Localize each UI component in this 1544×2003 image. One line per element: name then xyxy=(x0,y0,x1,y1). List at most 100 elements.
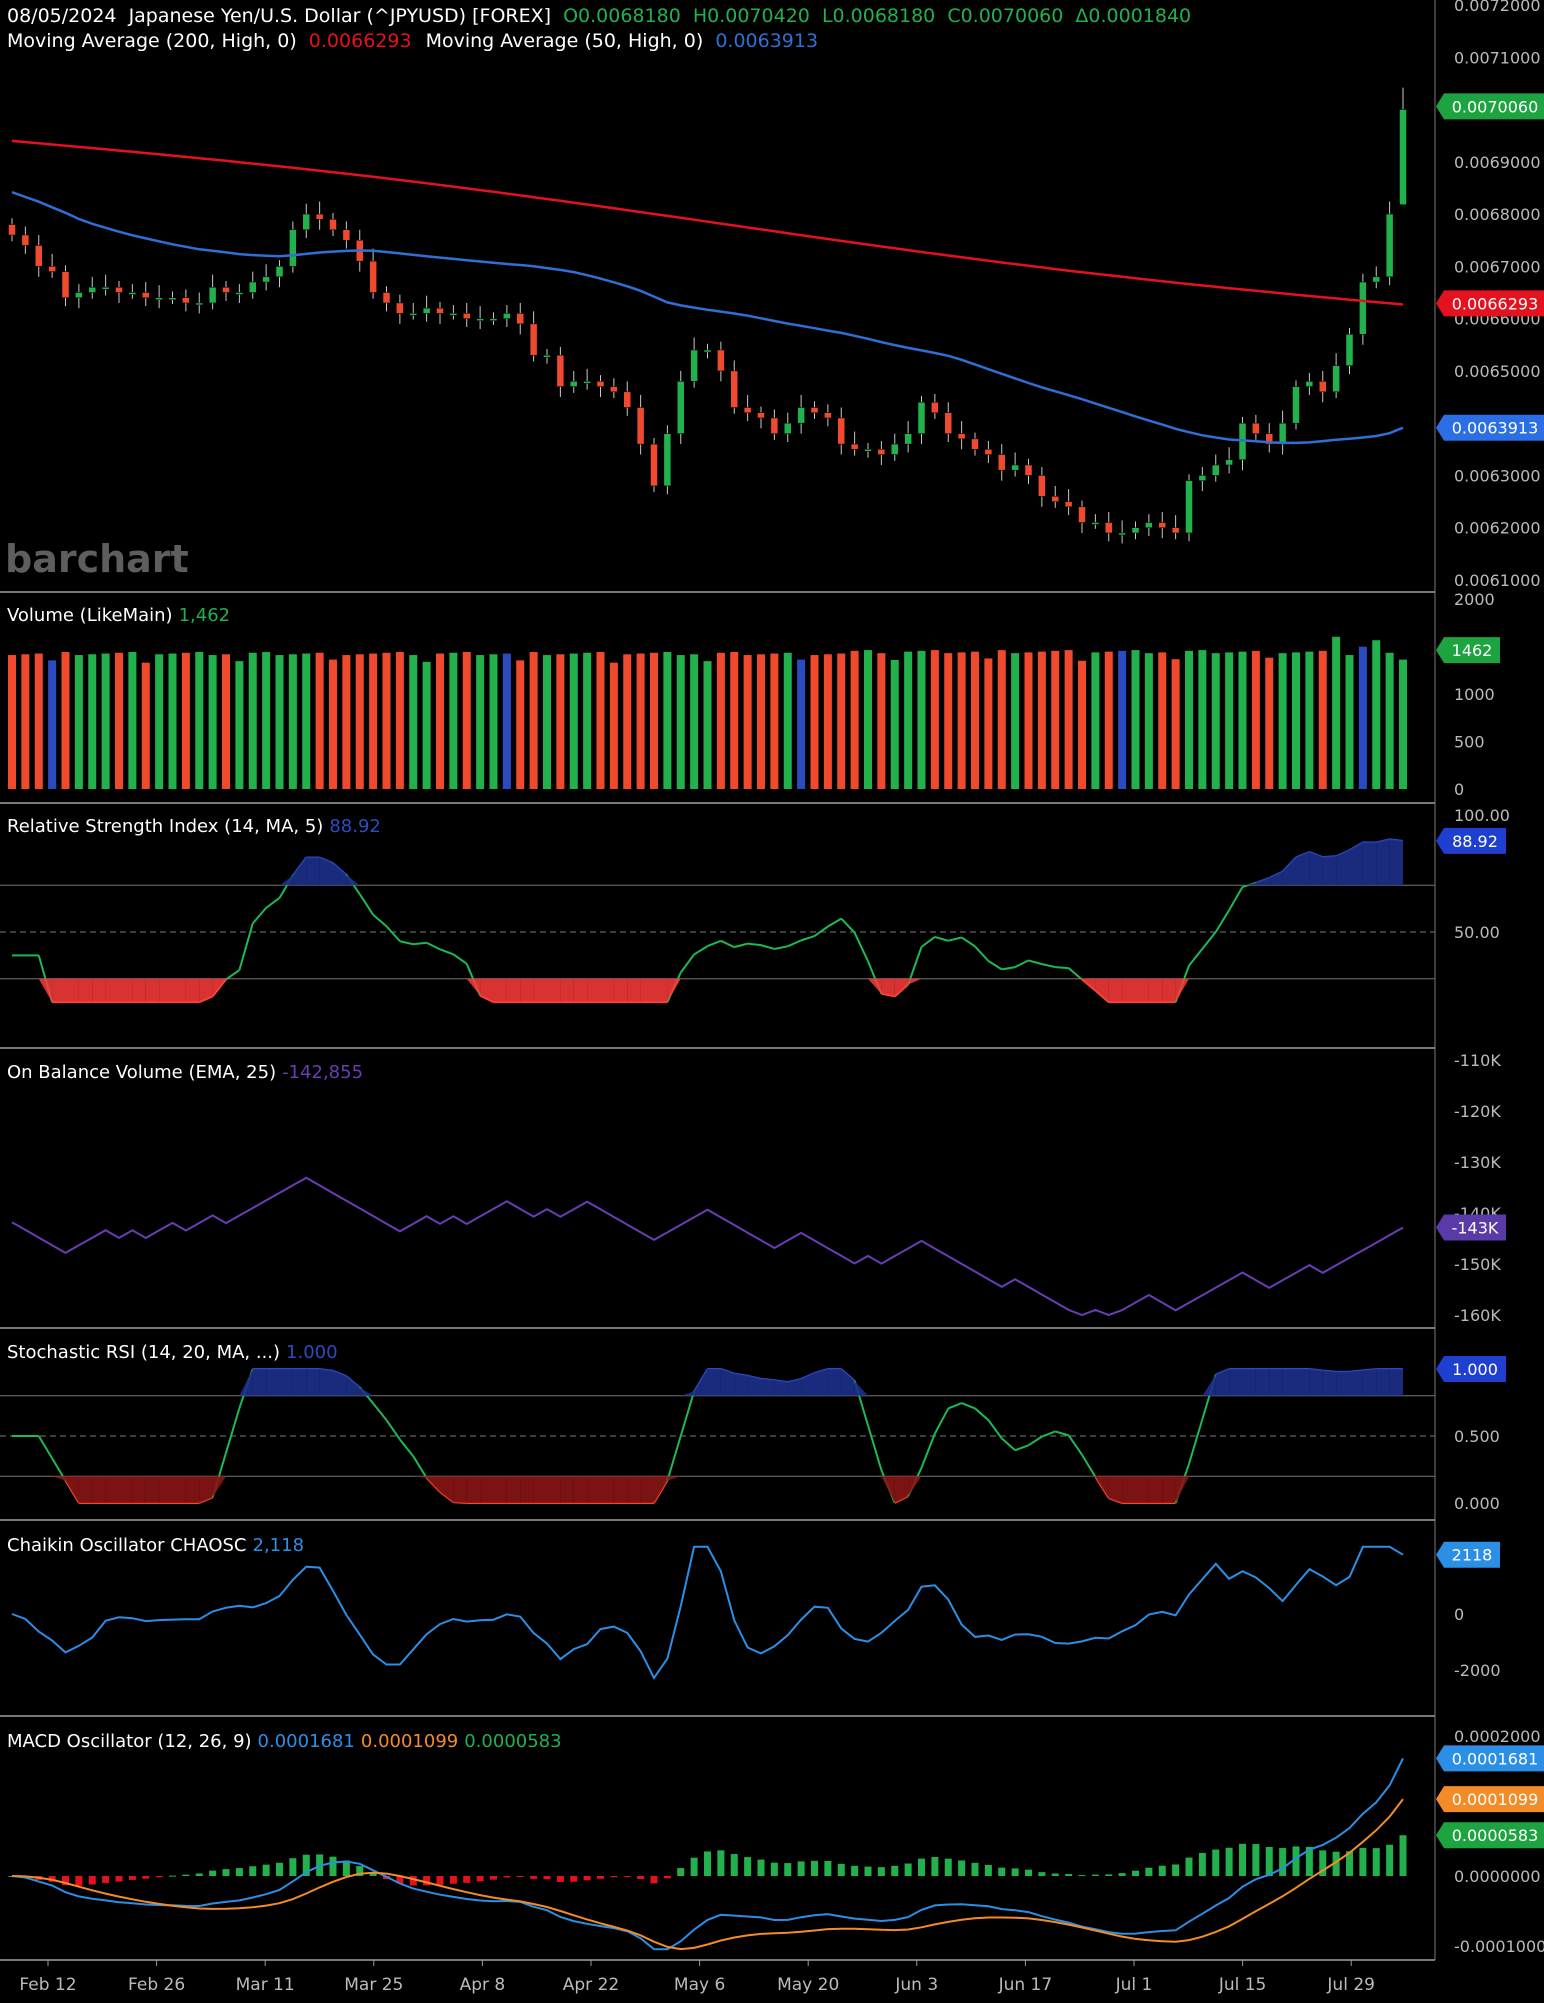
x-tick-label: Jul 1 xyxy=(1115,1975,1153,1995)
price-tick-label: 0.0063000 xyxy=(1454,466,1541,485)
candle-body xyxy=(463,313,471,319)
stoch-oversold-fill xyxy=(547,1476,561,1503)
candlestick xyxy=(1038,467,1046,507)
macd-histogram-bar xyxy=(1212,1849,1220,1876)
volume-bar xyxy=(957,652,966,789)
stoch-panel[interactable] xyxy=(0,1368,1435,1504)
ma200-label: Moving Average (200, High, 0) xyxy=(7,30,297,52)
macd-histogram-bar xyxy=(851,1865,859,1876)
macd-signal-line xyxy=(11,1798,1404,1951)
candlestick xyxy=(743,394,752,422)
volume-bar xyxy=(543,655,551,789)
candlestick xyxy=(235,284,244,303)
stoch-overbought-fill xyxy=(359,1387,374,1396)
stoch-overbought-fill xyxy=(680,1391,695,1396)
stoch-overbought-fill xyxy=(761,1378,775,1396)
rsi-oversold-fill xyxy=(881,978,895,997)
rsi-overbought-fill xyxy=(1309,851,1323,886)
stoch-tick-label: 0.000 xyxy=(1454,1494,1500,1513)
candlestick xyxy=(1024,458,1033,484)
hist-tag-text: 0.0000583 xyxy=(1452,1826,1539,1845)
stoch-oversold-fill xyxy=(881,1476,895,1503)
candle-body xyxy=(222,287,230,293)
macd-histogram-bar xyxy=(998,1867,1006,1876)
candlestick xyxy=(289,221,297,273)
volume-bar xyxy=(222,654,230,789)
stoch-oversold-fill xyxy=(119,1476,133,1503)
rsi-line-segment xyxy=(452,953,468,965)
macd-histogram-bar xyxy=(369,1873,377,1876)
rsi-oversold-fill xyxy=(1082,978,1096,991)
candlestick xyxy=(663,425,672,495)
macd-histogram-bar xyxy=(1185,1857,1193,1876)
chaikin-panel[interactable] xyxy=(11,1545,1404,1680)
stoch-overbought-fill xyxy=(1215,1369,1230,1396)
volume-bar xyxy=(195,652,204,789)
candlestick xyxy=(208,274,217,310)
stoch-overbought-fill xyxy=(1282,1369,1296,1396)
volume-bar xyxy=(355,654,364,789)
volume-bar xyxy=(1118,650,1127,789)
macd-histogram-bar xyxy=(971,1862,979,1876)
stoch-oversold-fill xyxy=(440,1476,454,1503)
candle-body xyxy=(1064,501,1073,508)
x-tick-label: Jul 29 xyxy=(1326,1975,1375,1995)
volume-bar xyxy=(930,650,939,789)
rsi-line-segment xyxy=(439,948,454,956)
macd-histogram-bar xyxy=(1372,1848,1380,1876)
volume-bar xyxy=(663,652,672,789)
volume-bar xyxy=(315,652,324,789)
obv-panel[interactable] xyxy=(11,1176,1404,1317)
stoch-overbought-fill xyxy=(747,1375,761,1396)
stoch-oversold-fill xyxy=(560,1476,574,1503)
candle-body xyxy=(703,349,712,353)
stoch-oversold-fill xyxy=(506,1476,521,1503)
hist-tag: 0.0000583 xyxy=(1436,1822,1544,1849)
macd-tag-text: 0.0001681 xyxy=(1452,1749,1539,1768)
candle-body xyxy=(677,381,685,434)
macd-panel[interactable] xyxy=(8,1757,1407,1951)
stoch-oversold-fill xyxy=(52,1476,66,1481)
candle-body xyxy=(944,412,952,434)
candlestick xyxy=(329,213,337,237)
x-tick-label: Mar 11 xyxy=(236,1975,295,1995)
candle-body xyxy=(623,391,631,408)
volume-bar xyxy=(1144,653,1153,789)
candlestick xyxy=(1145,514,1153,537)
candle-body xyxy=(155,297,163,300)
macd-histogram-bar xyxy=(784,1863,792,1876)
price-panel[interactable] xyxy=(8,87,1407,544)
ma200-line xyxy=(11,139,1404,306)
candlestick xyxy=(396,294,404,324)
barchart-watermark: barchart xyxy=(5,537,189,581)
rsi-oversold-fill xyxy=(547,978,561,1003)
volume-panel[interactable] xyxy=(8,636,1407,789)
rsi-line-segment xyxy=(1028,959,1043,966)
rsi-oversold-fill xyxy=(1122,978,1136,1003)
macd-histogram-bar xyxy=(797,1861,805,1876)
macd-histogram-bar xyxy=(663,1876,671,1879)
stoch-oversold-fill xyxy=(172,1476,186,1503)
rsi-line-segment xyxy=(774,945,788,950)
rsi-oversold-fill xyxy=(226,978,240,980)
rsi-oversold-fill xyxy=(145,978,160,1003)
rsi-oversold-fill xyxy=(667,978,681,1003)
macd-line xyxy=(11,1757,1404,1951)
volume-bar xyxy=(1037,651,1046,789)
candlestick xyxy=(476,306,484,330)
macd-histogram-bar xyxy=(1145,1867,1153,1876)
macd-tick-label: -0.0001000 xyxy=(1454,1937,1544,1956)
candlestick xyxy=(1118,520,1126,544)
macd-histogram-bar xyxy=(423,1876,431,1886)
macd-histogram-bar xyxy=(650,1876,658,1884)
macd-histogram-bar xyxy=(1172,1864,1180,1876)
candlestick xyxy=(463,302,471,327)
macd-histogram-bar xyxy=(503,1876,511,1878)
rsi-line-segment xyxy=(907,946,923,986)
candle-body xyxy=(35,245,43,267)
stoch-line-segment xyxy=(372,1402,388,1421)
volume-bar xyxy=(436,653,444,789)
rsi-panel[interactable] xyxy=(0,838,1435,1004)
candle-body xyxy=(1038,475,1046,497)
